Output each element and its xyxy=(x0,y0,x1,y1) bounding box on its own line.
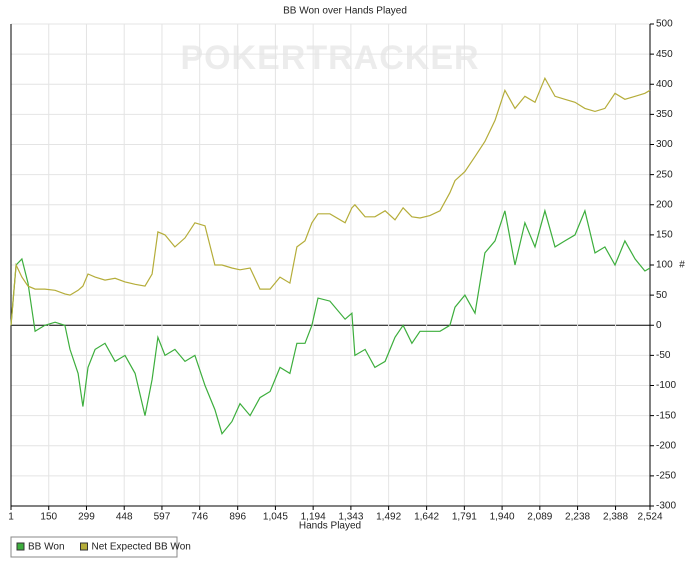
x-tick-label: 1,045 xyxy=(263,512,288,523)
y-tick-label: 200 xyxy=(656,199,673,210)
x-tick-label: 1,343 xyxy=(338,512,363,523)
x-tick-label: 2,524 xyxy=(637,512,662,523)
y-tick-label: 250 xyxy=(656,169,673,180)
x-axis-label: Hands Played xyxy=(299,521,361,532)
y-axis-label: # xyxy=(679,260,685,271)
y-tick-label: 150 xyxy=(656,230,673,241)
chart-title: BB Won over Hands Played xyxy=(283,6,407,17)
y-tick-label: -200 xyxy=(656,440,676,451)
y-tick-label: 50 xyxy=(656,290,668,301)
x-tick-label: 1,194 xyxy=(301,512,326,523)
y-tick-label: 100 xyxy=(656,260,673,271)
y-tick-label: 500 xyxy=(656,19,673,30)
x-tick-label: 2,388 xyxy=(603,512,628,523)
x-tick-label: 597 xyxy=(154,512,171,523)
legend-swatch xyxy=(80,542,88,551)
x-tick-label: 746 xyxy=(191,512,208,523)
x-tick-label: 448 xyxy=(116,512,133,523)
x-tick-label: 1,642 xyxy=(414,512,439,523)
y-tick-label: 450 xyxy=(656,49,673,60)
y-tick-label: -250 xyxy=(656,471,676,482)
y-tick-label: -300 xyxy=(656,501,676,512)
y-tick-label: 0 xyxy=(656,320,662,331)
x-tick-label: 1,791 xyxy=(452,512,477,523)
data-line xyxy=(10,76,651,326)
x-tick-label: 1,940 xyxy=(490,512,515,523)
legend-swatch xyxy=(16,542,25,551)
x-tick-label: 1 xyxy=(8,512,14,523)
x-tick-label: 150 xyxy=(40,512,57,523)
x-tick-label: 1,492 xyxy=(376,512,401,523)
y-tick-label: 300 xyxy=(656,139,673,150)
y-tick-label: -150 xyxy=(656,410,676,421)
x-tick-label: 896 xyxy=(229,512,246,523)
data-line xyxy=(10,208,651,435)
watermark: POKERTRACKER xyxy=(180,39,479,77)
legend-box xyxy=(10,536,178,558)
legend: BB Won Net Expected BB Won xyxy=(10,536,191,558)
y-tick-label: -100 xyxy=(656,380,676,391)
x-tick-label: 299 xyxy=(78,512,95,523)
x-tick-label: 2,238 xyxy=(565,512,590,523)
x-tick-label: 2,089 xyxy=(527,512,552,523)
y-tick-label: 400 xyxy=(656,79,673,90)
y-tick-label: -50 xyxy=(656,350,671,361)
legend-label: BB Won xyxy=(28,542,65,553)
y-tick-label: 350 xyxy=(656,109,673,120)
legend-label: Net Expected BB Won xyxy=(92,542,191,553)
